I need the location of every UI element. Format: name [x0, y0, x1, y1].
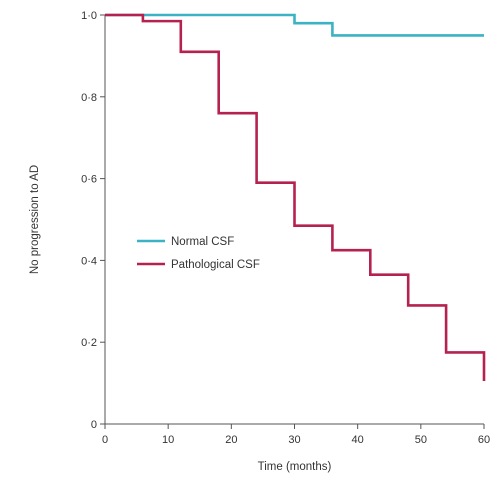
series-lines [105, 13, 486, 382]
y-tick-label: 1·0 [81, 10, 97, 22]
y-tick-label: 0·6 [81, 174, 97, 186]
legend: Normal CSF Pathological CSF [137, 236, 260, 271]
x-tick-label: 50 [415, 434, 427, 446]
y-axis-label: No progression to AD [29, 165, 41, 274]
x-tick-label: 60 [478, 434, 490, 446]
y-tick-label: 0·8 [81, 92, 97, 104]
x-tick-label: 0 [102, 434, 108, 446]
y-tick-label: 0 [91, 419, 97, 431]
y-tick-label: 0·2 [81, 337, 97, 349]
x-tick-label: 30 [288, 434, 300, 446]
x-tick-label: 10 [162, 434, 174, 446]
series-line-pathological-csf [105, 13, 486, 382]
legend-label: Normal CSF [171, 236, 234, 248]
legend-label: Pathological CSF [171, 259, 260, 271]
series-line-normal-csf [105, 13, 484, 37]
x-ticks: 0 10 20 30 40 50 60 [102, 424, 490, 446]
x-axis-label: Time (months) [258, 461, 332, 473]
y-ticks: 0 0·2 0·4 0·6 0·8 1·0 [81, 10, 105, 431]
y-tick-label: 0·4 [81, 255, 97, 267]
x-tick-label: 40 [352, 434, 364, 446]
x-tick-label: 20 [225, 434, 237, 446]
